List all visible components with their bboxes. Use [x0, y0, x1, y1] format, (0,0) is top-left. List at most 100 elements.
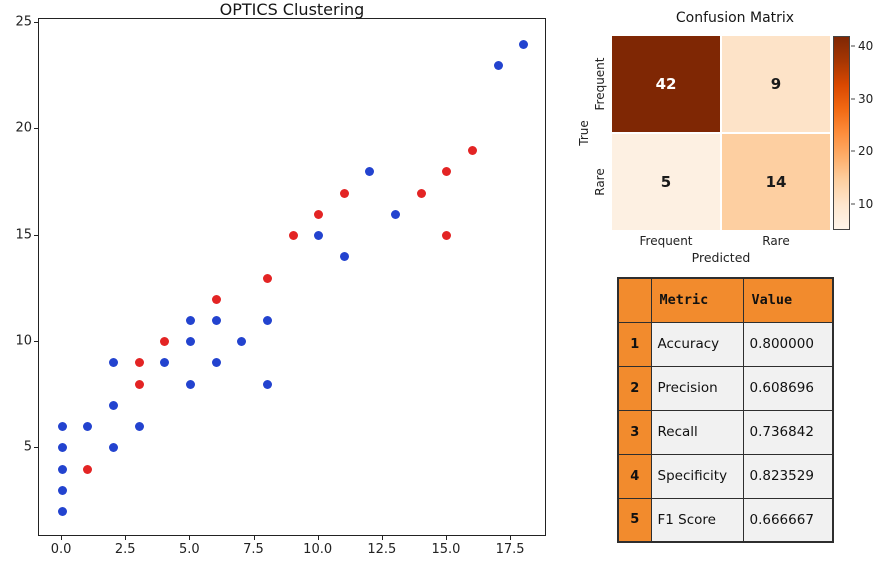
x-tick-label: 17.5	[495, 542, 525, 557]
cm-ytick-label: Rare	[593, 168, 607, 196]
metric-value-cell: 0.823529	[742, 453, 834, 499]
scatter-point-cluster-blue	[57, 443, 67, 453]
scatter-point-cluster-blue	[262, 315, 272, 325]
y-tick-mark	[34, 234, 38, 236]
scatter-point-cluster-blue	[134, 422, 144, 432]
metric-value-cell: 0.608696	[742, 365, 834, 411]
scatter-point-cluster-red	[160, 337, 170, 347]
metric-value-cell: 0.736842	[742, 409, 834, 455]
scatter-point-cluster-red	[416, 188, 426, 198]
x-tick-mark	[445, 536, 447, 540]
x-tick-mark	[189, 536, 191, 540]
confusion-matrix-grid: 42 9 5 14	[612, 36, 830, 230]
scatter-point-cluster-red	[442, 167, 452, 177]
scatter-point-cluster-blue	[108, 443, 118, 453]
metrics-header-corner	[617, 277, 652, 323]
scatter-point-cluster-blue	[57, 422, 67, 432]
metrics-row: 2 Precision 0.608696	[617, 365, 834, 411]
cm-cell-frequent-frequent: 42	[612, 36, 720, 132]
scatter-point-cluster-blue	[57, 464, 67, 474]
metric-value-cell: 0.800000	[742, 321, 834, 367]
scatter-point-cluster-blue	[262, 379, 272, 389]
scatter-point-cluster-blue	[493, 61, 503, 71]
scatter-point-cluster-red	[288, 231, 298, 241]
scatter-point-cluster-red	[262, 273, 272, 283]
confusion-matrix: Confusion Matrix True 42 9 5 14 Predicted F…	[560, 0, 888, 270]
scatter-plot-area	[38, 18, 546, 536]
scatter-point-cluster-red	[134, 358, 144, 368]
metrics-row-index: 1	[617, 321, 652, 367]
scatter-point-cluster-red	[468, 146, 478, 156]
metric-name-cell: Recall	[650, 409, 744, 455]
metric-name-cell: F1 Score	[650, 497, 744, 543]
scatter-point-cluster-blue	[519, 39, 529, 49]
metric-name-cell: Specificity	[650, 453, 744, 499]
scatter-point-cluster-blue	[314, 231, 324, 241]
scatter-point-cluster-blue	[185, 379, 195, 389]
cm-cell-frequent-rare: 9	[722, 36, 830, 132]
scatter-point-cluster-red	[314, 209, 324, 219]
colorbar	[833, 36, 850, 230]
x-tick-label: 12.5	[367, 542, 397, 557]
colorbar-tick-mark	[851, 150, 855, 152]
scatter-point-cluster-blue	[108, 400, 118, 410]
scatter-point-cluster-red	[83, 464, 93, 474]
scatter-point-cluster-red	[134, 379, 144, 389]
confusion-matrix-title: Confusion Matrix	[675, 10, 795, 26]
y-tick-mark	[34, 340, 38, 342]
scatter-point-cluster-blue	[185, 337, 195, 347]
scatter-point-cluster-blue	[339, 252, 349, 262]
x-tick-mark	[125, 536, 127, 540]
scatter-point-cluster-blue	[365, 167, 375, 177]
confusion-matrix-ylabel: True	[577, 120, 591, 146]
scatter-point-cluster-blue	[211, 315, 221, 325]
x-tick-mark	[61, 536, 63, 540]
scatter-point-cluster-blue	[108, 358, 118, 368]
metrics-table: Metric Value 1 Accuracy 0.800000 2 Precision 0.…	[617, 277, 834, 543]
metrics-row: 5 F1 Score 0.666667	[617, 497, 834, 543]
confusion-matrix-xlabel: Predicted	[691, 250, 751, 265]
colorbar-tick-label: 30	[858, 91, 874, 106]
metrics-header-metric: Metric	[650, 277, 744, 323]
x-tick-label: 0.0	[50, 542, 72, 557]
x-tick-label: 7.5	[243, 542, 264, 557]
colorbar-tick-mark	[851, 203, 855, 205]
y-tick-label: 10	[15, 333, 32, 349]
metric-value-cell: 0.666667	[742, 497, 834, 543]
colorbar-tick-mark	[851, 45, 855, 47]
scatter-point-cluster-blue	[391, 209, 401, 219]
x-tick-label: 10.0	[303, 542, 333, 557]
y-tick-label: 5	[23, 439, 32, 455]
y-tick-mark	[34, 128, 38, 130]
metrics-table-element: Metric Value 1 Accuracy 0.800000 2 Precision 0.…	[617, 277, 834, 543]
metrics-row: 3 Recall 0.736842	[617, 409, 834, 455]
y-tick-mark	[34, 446, 38, 448]
x-tick-label: 15.0	[431, 542, 461, 557]
metrics-row-index: 3	[617, 409, 652, 455]
y-tick-label: 25	[15, 14, 32, 30]
scatter-chart: OPTICS Clustering 0.0 2.5 5.0 7.5 10.0 12.5 15…	[15, 0, 546, 557]
metrics-row-index: 4	[617, 453, 652, 499]
metric-name-cell: Precision	[650, 365, 744, 411]
y-tick-mark	[34, 22, 38, 24]
metrics-row: 1 Accuracy 0.800000	[617, 321, 834, 367]
metrics-header-row: Metric Value	[617, 277, 834, 323]
colorbar-tick-label: 10	[858, 196, 874, 211]
scatter-point-cluster-red	[442, 231, 452, 241]
scatter-point-cluster-blue	[211, 358, 221, 368]
scatter-point-cluster-red	[211, 294, 221, 304]
y-tick-label: 20	[15, 120, 32, 136]
scatter-point-cluster-blue	[237, 337, 247, 347]
metric-name-cell: Accuracy	[650, 321, 744, 367]
scatter-point-cluster-blue	[160, 358, 170, 368]
cm-cell-rare-rare: 14	[722, 134, 830, 230]
metrics-header-value: Value	[742, 277, 834, 323]
x-tick-label: 2.5	[114, 542, 136, 557]
metrics-row-index: 5	[617, 497, 652, 543]
scatter-point-cluster-blue	[185, 315, 195, 325]
x-tick-label: 5.0	[179, 542, 200, 557]
colorbar-tick-label: 20	[858, 144, 874, 159]
colorbar-tick-label: 40	[858, 39, 874, 54]
x-tick-mark	[381, 536, 383, 540]
x-tick-mark	[510, 536, 512, 540]
